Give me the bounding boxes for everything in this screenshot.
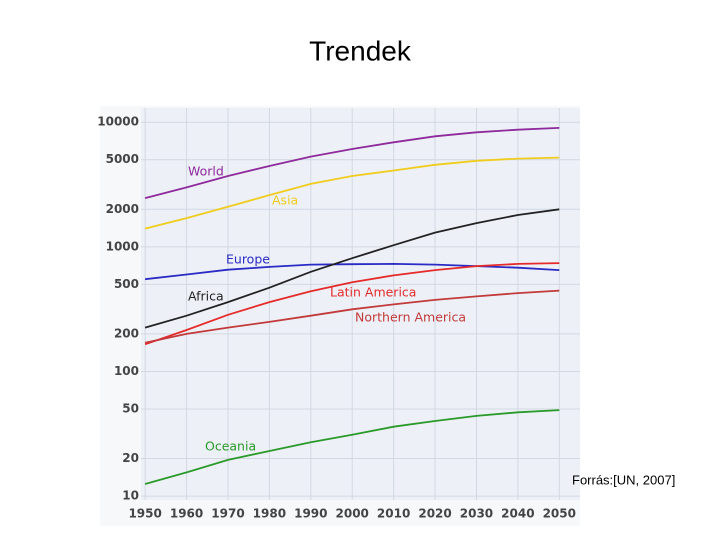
y-tick-label: 2000 xyxy=(106,202,139,216)
y-tick-label: 20 xyxy=(122,451,139,465)
series-line xyxy=(144,262,560,346)
x-tick-label: 2050 xyxy=(543,507,576,521)
slide-title: Trendek xyxy=(309,35,412,66)
series-line xyxy=(144,409,560,485)
series-label: Africa xyxy=(188,289,224,304)
series-label: Oceania xyxy=(205,439,256,454)
series-line xyxy=(144,208,560,329)
y-tick-label: 10 xyxy=(122,489,139,503)
y-tick-label: 10000 xyxy=(97,115,139,129)
series-label: Europe xyxy=(226,252,270,267)
x-tick-label: 2030 xyxy=(460,507,493,521)
x-tick-label: 2040 xyxy=(501,507,534,521)
x-tick-label: 1990 xyxy=(294,507,327,521)
x-tick-label: 2000 xyxy=(336,507,369,521)
y-tick-label: 5000 xyxy=(106,152,139,166)
series-line xyxy=(144,262,560,281)
y-tick-label: 200 xyxy=(114,326,139,340)
x-tick-label: 2020 xyxy=(418,507,451,521)
series-line xyxy=(144,289,560,344)
series-label: Asia xyxy=(272,193,298,208)
y-tick-label: 500 xyxy=(114,277,139,291)
source-note: Forrás:[UN, 2007] xyxy=(572,472,675,487)
series-line xyxy=(144,127,560,199)
series-label: Latin America xyxy=(330,285,416,300)
x-tick-label: 1960 xyxy=(170,507,203,521)
y-tick-label: 1000 xyxy=(106,239,139,253)
y-tick-label: 100 xyxy=(114,364,139,378)
x-tick-label: 2010 xyxy=(377,507,410,521)
x-tick-label: 1950 xyxy=(128,507,161,521)
series-label: World xyxy=(188,164,224,179)
series-label: Northern America xyxy=(355,310,466,325)
x-tick-label: 1980 xyxy=(253,507,286,521)
x-tick-label: 1970 xyxy=(211,507,244,521)
y-tick-label: 50 xyxy=(122,401,139,415)
plot-area xyxy=(141,108,580,500)
series-line xyxy=(144,156,560,230)
